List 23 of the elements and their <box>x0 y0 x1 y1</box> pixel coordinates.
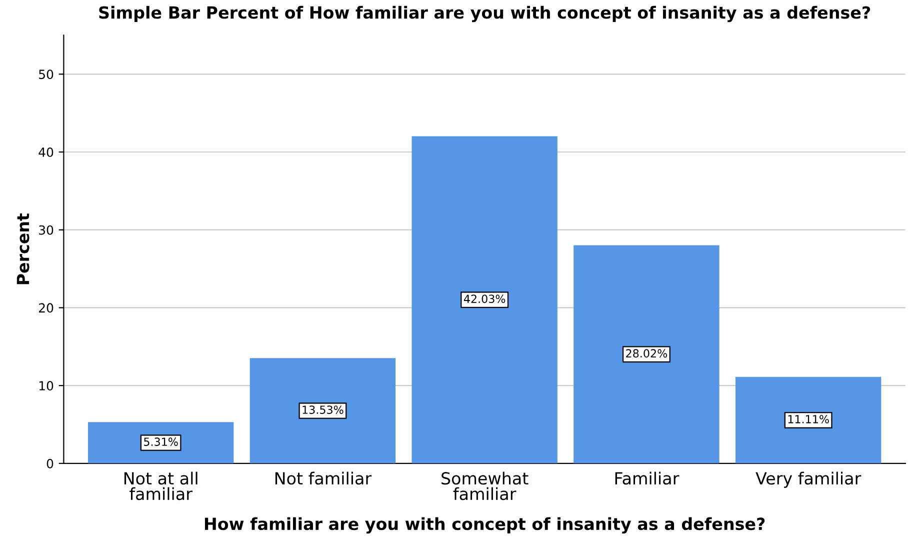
data-label: 5.31% <box>144 438 178 446</box>
x-tick-label: Somewhat familiar <box>442 472 528 500</box>
x-tick-label: Not familiar <box>275 472 372 485</box>
data-label: 11.11% <box>788 414 829 424</box>
x-axis-title: How familiar are you with concept of insanity as a defense? <box>204 517 765 534</box>
y-tick-label: 20 <box>38 303 54 313</box>
bar <box>250 358 396 464</box>
data-label: 42.03% <box>464 294 506 304</box>
y-axis-title: Percent <box>16 213 30 284</box>
bar <box>412 136 558 464</box>
data-label: 28.02% <box>626 349 668 358</box>
y-tick-label: 30 <box>39 225 54 235</box>
x-tick-label: Not at all familiar <box>124 472 198 500</box>
bar <box>735 376 882 464</box>
x-tick-label: Familiar <box>615 472 680 485</box>
y-tick-label: 10 <box>39 381 54 390</box>
chart-title: Simple Bar Percent of How familiar are you with concept of insanity as a defense? <box>99 6 870 22</box>
y-tick-label: 50 <box>39 70 54 80</box>
y-tick-label: 40 <box>38 147 54 157</box>
bar <box>574 245 720 464</box>
y-tick-label: 0 <box>46 458 54 468</box>
x-tick-label: Very familiar <box>756 472 862 488</box>
data-label: 13.53% <box>302 406 344 414</box>
